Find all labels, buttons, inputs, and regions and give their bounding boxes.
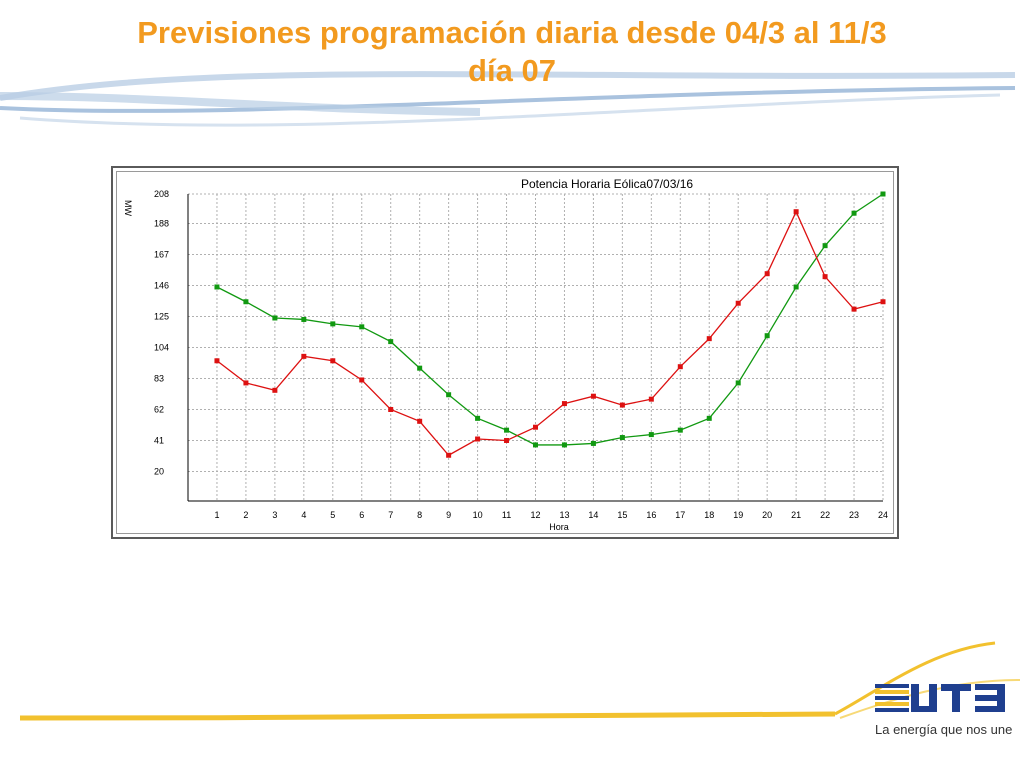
y-tick-label: 62 <box>154 404 164 414</box>
x-tick-label: 5 <box>330 510 335 520</box>
series-2-point <box>214 358 220 364</box>
x-tick-label: 11 <box>502 510 511 520</box>
series-2-point <box>475 436 481 442</box>
x-tick-label: 15 <box>617 510 627 520</box>
y-tick-label: 188 <box>154 219 169 229</box>
chart-series <box>214 191 886 458</box>
series-1-point <box>243 299 249 305</box>
y-tick-label: 146 <box>154 281 169 291</box>
x-tick-label: 21 <box>791 510 801 520</box>
x-tick-label: 16 <box>646 510 656 520</box>
series-2-point <box>735 300 741 306</box>
series-1-point <box>851 210 857 216</box>
series-1-point <box>648 432 654 438</box>
series-2-point <box>561 401 567 407</box>
series-1-point <box>504 427 510 433</box>
series-2-point <box>880 299 886 305</box>
series-line-2 <box>216 210 884 457</box>
chart-axes: 1 2 3 4 5 6 7 8 9 10 11 12 13 14 15 16 17 18 19 20 21 22 23 242… <box>154 189 888 520</box>
series-2-point <box>677 364 683 370</box>
y-axis-label: MW <box>123 200 133 216</box>
x-axis-label: Hora <box>549 522 569 532</box>
x-tick-label: 19 <box>733 510 743 520</box>
chart-grid <box>188 193 884 501</box>
x-tick-label: 1 <box>214 510 219 520</box>
x-tick-label: 14 <box>588 510 598 520</box>
series-1-point <box>272 315 278 321</box>
series-2-point <box>590 393 596 399</box>
series-1-point <box>388 339 394 345</box>
chart-inner-border <box>116 171 894 534</box>
page-title-line2: día 07 <box>468 53 556 88</box>
y-tick-label: 83 <box>154 373 164 383</box>
series-1-point <box>533 442 538 448</box>
x-tick-label: 7 <box>388 510 393 520</box>
series-1-point <box>446 392 452 398</box>
wind-power-chart: 1 2 3 4 5 6 7 8 9 10 11 12 13 14 15 16 17 18 19 20 21 22 23 242… <box>123 177 888 532</box>
y-tick-label: 208 <box>154 189 169 199</box>
y-tick-label: 167 <box>154 250 169 260</box>
x-tick-label: 4 <box>301 510 306 520</box>
x-tick-label: 23 <box>849 510 859 520</box>
series-2-point <box>272 387 278 393</box>
logo-tagline: La energía que nos une <box>875 722 1013 737</box>
series-2-point <box>648 396 654 402</box>
series-1-point <box>793 284 799 290</box>
series-2-point <box>706 336 712 342</box>
x-tick-label: 6 <box>359 510 364 520</box>
chart-frame: 1 2 3 4 5 6 7 8 9 10 11 12 13 14 15 16 17 18 19 20 21 22 23 24 2… <box>111 166 899 539</box>
series-1-point <box>822 243 828 249</box>
series-2-point <box>388 406 394 412</box>
series-1-point <box>706 415 712 421</box>
series-1-point <box>301 316 307 322</box>
series-1-point <box>359 324 365 330</box>
page-title: Previsiones programación diaria desde 04… <box>0 14 1024 90</box>
series-2-point <box>504 437 510 443</box>
x-tick-label: 3 <box>272 510 277 520</box>
x-tick-label: 22 <box>820 510 830 520</box>
chart-title: Potencia Horaria Eólica07/03/16 <box>521 177 693 191</box>
series-1-point <box>214 284 220 290</box>
series-2-point <box>417 418 423 424</box>
series-1-point <box>561 442 567 448</box>
series-2-point <box>243 380 249 386</box>
x-tick-label: 12 <box>530 510 540 520</box>
y-tick-label: 125 <box>154 312 169 322</box>
x-tick-label: 9 <box>446 510 451 520</box>
series-1-point <box>677 427 683 433</box>
x-tick-label: 17 <box>675 510 685 520</box>
ute-logo-icon <box>875 684 1005 712</box>
series-1-point <box>735 380 741 386</box>
x-tick-label: 2 <box>243 510 248 520</box>
y-tick-label: 41 <box>154 435 164 445</box>
series-2-point <box>330 358 336 364</box>
page-title-line1: Previsiones programación diaria desde 04… <box>137 15 887 50</box>
x-tick-label: 13 <box>559 510 569 520</box>
series-1-point <box>590 440 596 446</box>
series-1-point <box>475 415 481 421</box>
x-tick-label: 24 <box>878 510 888 520</box>
series-2-point <box>764 271 770 277</box>
series-1-point <box>619 435 625 441</box>
x-tick-label: 8 <box>417 510 422 520</box>
series-1-point <box>330 321 336 327</box>
x-tick-label: 20 <box>762 510 772 520</box>
y-tick-label: 104 <box>154 343 169 353</box>
series-1-point <box>417 365 423 371</box>
series-2-point <box>301 353 307 359</box>
series-2-point <box>359 377 365 383</box>
series-2-point <box>533 424 538 430</box>
series-1-point <box>880 191 886 197</box>
series-2-point <box>446 452 452 458</box>
series-2-point <box>619 402 625 408</box>
series-1-point <box>764 333 770 339</box>
series-2-point <box>822 274 828 280</box>
y-tick-label: 20 <box>154 466 164 476</box>
series-line-1 <box>216 193 884 446</box>
series-2-point <box>851 306 857 312</box>
x-tick-label: 18 <box>704 510 714 520</box>
x-tick-label: 10 <box>473 510 483 520</box>
series-2-point <box>793 209 799 215</box>
